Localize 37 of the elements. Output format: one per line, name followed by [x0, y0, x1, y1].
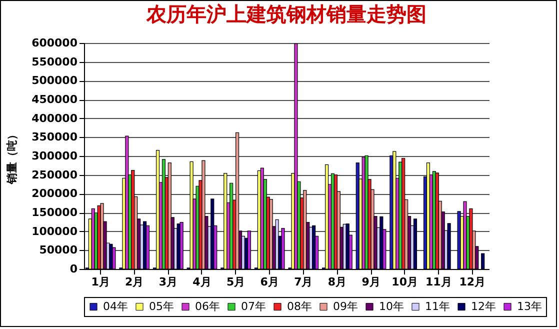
chart-title: 农历年沪上建筑钢材销量走势图: [146, 2, 426, 26]
y-tick-label: 500000: [32, 74, 78, 88]
x-tick-label: 9月: [362, 276, 380, 288]
legend-label: 06年: [195, 300, 220, 313]
x-tick-label: 12月: [459, 276, 486, 288]
legend-label: 07年: [241, 300, 266, 313]
legend-label: 12年: [471, 300, 496, 313]
x-tick-label: 2月: [125, 276, 144, 288]
y-tick-label: 0: [70, 262, 78, 276]
legend-label: 08年: [287, 300, 312, 313]
x-tick-label: 1月: [91, 276, 110, 288]
y-tick-label: 350000: [32, 130, 78, 144]
y-tick-label: 100000: [32, 224, 78, 238]
y-tick-label: 400000: [32, 112, 78, 125]
legend-label: 10年: [379, 300, 404, 313]
x-tick-label: 6月: [260, 276, 279, 288]
legend-label: 05年: [149, 300, 174, 313]
y-tick-label: 200000: [32, 187, 78, 200]
y-tick-label: 600000: [32, 36, 78, 50]
y-axis-title: 销量（吨）: [6, 129, 19, 185]
x-tick-label: 3月: [158, 276, 178, 288]
legend-label: 13年: [517, 300, 542, 313]
y-tick-label: 250000: [32, 168, 78, 182]
y-tick-label: 150000: [32, 206, 78, 219]
legend-label: 09年: [333, 300, 358, 313]
x-tick-label: 5月: [226, 276, 246, 288]
y-tick-label: 300000: [32, 150, 78, 162]
x-tick-label: 8月: [328, 276, 347, 288]
y-tick-label: 50000: [39, 244, 78, 257]
legend-label: 11年: [425, 300, 450, 313]
y-tick-label: 550000: [32, 55, 78, 68]
legend-label: 04年: [103, 300, 128, 313]
x-tick-label: 4月: [192, 276, 212, 288]
x-tick-label: 11月: [425, 276, 452, 288]
x-tick-label: 10月: [392, 276, 418, 288]
x-tick-label: 7月: [294, 276, 313, 288]
y-tick-label: 450000: [32, 93, 78, 106]
